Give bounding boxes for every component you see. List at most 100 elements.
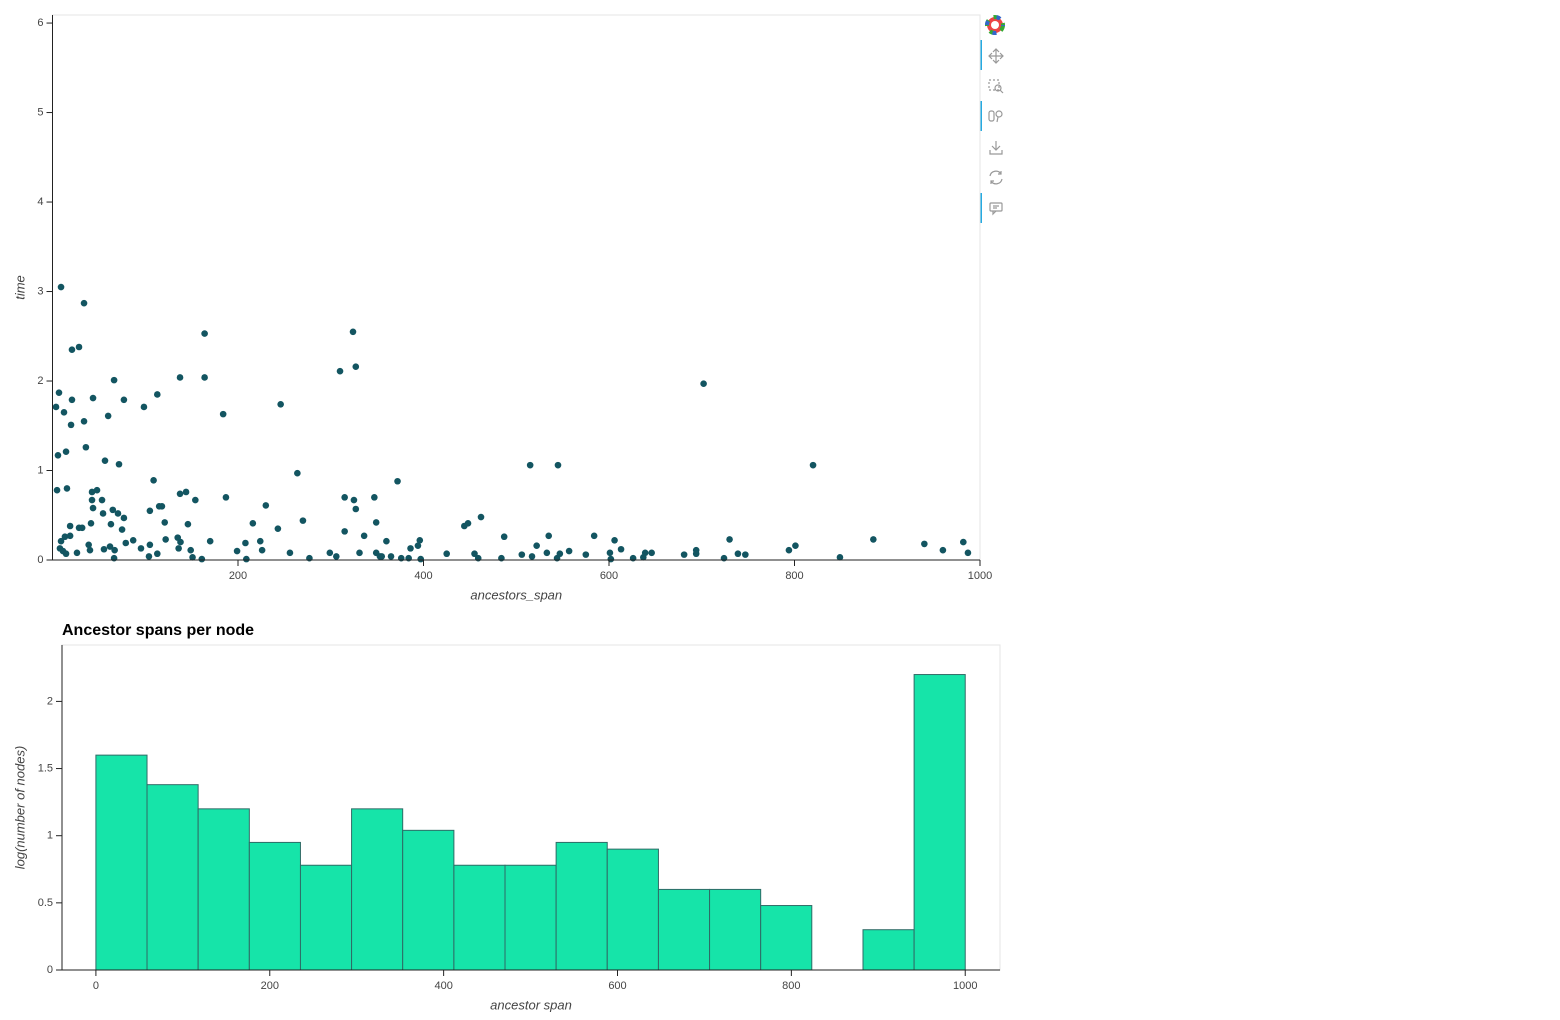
point <box>137 545 145 552</box>
hover-tool[interactable] <box>989 202 1003 216</box>
point <box>372 519 380 526</box>
point <box>114 510 122 517</box>
point <box>184 520 192 528</box>
point <box>611 537 618 544</box>
point <box>734 550 742 558</box>
active-indicator <box>980 101 982 131</box>
point <box>565 547 573 555</box>
point <box>356 549 363 557</box>
point <box>129 537 137 544</box>
point <box>104 412 112 420</box>
point <box>371 494 378 501</box>
point <box>176 374 184 381</box>
point <box>785 546 793 554</box>
save-tool[interactable] <box>989 141 1003 155</box>
point <box>154 550 161 558</box>
point <box>533 542 540 549</box>
point <box>66 522 74 530</box>
point <box>206 537 214 545</box>
bar <box>606 848 659 971</box>
pan-tool[interactable] <box>988 48 1004 64</box>
point <box>921 540 928 548</box>
reset-tool[interactable] <box>989 170 1003 185</box>
point <box>175 545 182 552</box>
point <box>294 469 301 477</box>
bar <box>555 841 608 971</box>
active-indicator <box>980 40 982 70</box>
point <box>336 367 344 375</box>
point <box>52 403 60 411</box>
point <box>414 542 422 549</box>
bar <box>248 841 301 971</box>
point <box>99 510 107 517</box>
point <box>870 536 877 543</box>
point <box>526 461 534 469</box>
point <box>93 486 101 494</box>
point <box>700 380 707 388</box>
point <box>341 494 348 501</box>
point <box>110 376 118 384</box>
y-axis-label: log(number of nodes) <box>12 746 27 870</box>
point <box>641 549 649 557</box>
y-tick-label: 2 <box>37 375 43 387</box>
point <box>528 553 536 560</box>
point <box>80 417 88 425</box>
point <box>154 391 161 398</box>
point <box>326 549 334 557</box>
chart-title: Ancestor spans per node <box>62 622 254 639</box>
point <box>140 403 148 411</box>
point <box>89 504 97 512</box>
plot-frame <box>52 14 981 561</box>
point <box>477 513 485 521</box>
point <box>960 538 967 546</box>
point <box>187 546 194 554</box>
bar <box>197 808 250 971</box>
point <box>498 554 505 562</box>
point <box>98 496 106 504</box>
x-axis-label: ancestor span <box>490 997 572 1012</box>
x-tick-label: 1000 <box>953 980 977 992</box>
point <box>192 496 199 504</box>
y-tick-label: 1 <box>37 464 43 476</box>
point <box>88 496 96 504</box>
point <box>110 554 118 562</box>
point <box>73 549 81 557</box>
y-tick-label: 0 <box>37 554 43 566</box>
point <box>387 553 395 560</box>
wheel-zoom-tool[interactable] <box>988 110 1003 123</box>
point <box>726 536 733 543</box>
point <box>88 488 96 496</box>
point <box>201 330 208 337</box>
point <box>299 517 307 524</box>
point <box>67 421 75 429</box>
point <box>57 283 65 291</box>
bar <box>709 888 762 971</box>
y-tick-label: 1.5 <box>38 762 53 774</box>
point <box>177 538 184 546</box>
point <box>249 520 257 527</box>
point <box>277 400 284 408</box>
point <box>383 537 390 545</box>
point <box>82 443 90 451</box>
x-tick-label: 200 <box>229 570 247 582</box>
bar <box>913 674 966 971</box>
y-tick-label: 2 <box>47 695 53 707</box>
point <box>118 526 126 533</box>
point <box>606 549 614 557</box>
point <box>350 496 358 504</box>
point <box>474 554 482 562</box>
point <box>416 537 424 544</box>
bar <box>95 754 148 971</box>
point <box>161 519 169 526</box>
box-zoom-tool[interactable] <box>988 79 1004 94</box>
y-tick-label: 0 <box>47 964 53 976</box>
point <box>182 488 190 496</box>
point <box>262 502 270 509</box>
bokeh-logo[interactable] <box>985 15 1005 35</box>
point <box>101 457 109 464</box>
point <box>111 546 118 554</box>
point <box>53 486 61 494</box>
x-axis-label: ancestors_span <box>470 587 562 602</box>
point <box>146 507 154 515</box>
